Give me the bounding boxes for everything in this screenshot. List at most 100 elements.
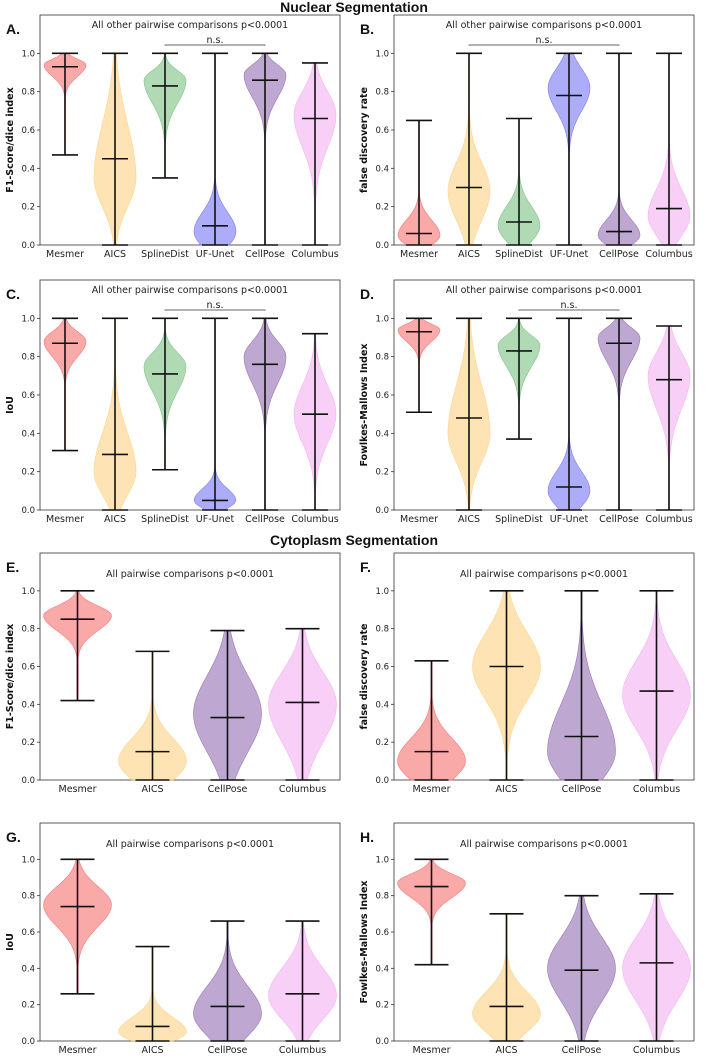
violin-Mesmer	[43, 52, 87, 156]
y-tick-label: 1.0	[375, 587, 389, 597]
y-axis-label: IoU	[5, 933, 16, 951]
y-tick-label: 0.6	[21, 391, 35, 401]
violin-CellPose	[597, 317, 641, 511]
annotation: All other pairwise comparisons p<0.0001	[92, 20, 288, 31]
panel-E: E. 0.0 0.2 0.4 0.6 0.8 1.0 F1-Score/dice index A…	[5, 552, 341, 795]
x-tick-label: Columbus	[645, 249, 692, 260]
violin-Mesmer	[397, 317, 441, 414]
panel-label: C.	[6, 286, 20, 302]
y-axis-label: Fowlkes-Mallows Index	[359, 343, 370, 466]
violin-CellPose	[243, 317, 287, 511]
violin-CellPose	[193, 920, 262, 1042]
panel-C: C. 0.0 0.2 0.4 0.6 0.8 1.0 IoU All other pairwis…	[5, 279, 341, 525]
y-tick-label: 0.0	[375, 776, 389, 786]
x-tick-label: Mesmer	[46, 514, 84, 525]
y-axis-label: F1-Score/dice index	[5, 87, 16, 192]
x-tick-label: Columbus	[633, 784, 680, 795]
panel-G: G. 0.0 0.2 0.4 0.6 0.8 1.0 IoU All pairwise comp…	[5, 822, 341, 1056]
violin-SplineDist	[497, 317, 541, 440]
y-tick-label: 0.6	[375, 391, 389, 401]
violin-CellPose	[243, 52, 287, 246]
ns-bracket	[164, 44, 266, 46]
y-tick-label: 0.4	[375, 700, 389, 710]
panel-label: B.	[360, 21, 374, 37]
x-tick-label: UF-Unet	[550, 249, 589, 260]
violin-Columbus	[293, 62, 337, 246]
x-tick-label: AICS	[496, 1045, 518, 1056]
x-tick-label: AICS	[458, 514, 480, 525]
y-tick-label: 0.2	[21, 738, 35, 748]
y-tick-label: 0.2	[21, 468, 35, 478]
y-tick-label: 0.2	[21, 1001, 35, 1011]
y-tick-label: 1.0	[21, 49, 35, 59]
y-tick-label: 0.8	[375, 353, 389, 363]
violin-AICS	[93, 52, 137, 246]
annotation: All pairwise comparisons p<0.0001	[460, 839, 628, 850]
x-tick-label: Columbus	[279, 1045, 326, 1056]
x-tick-label: Mesmer	[413, 784, 451, 795]
y-tick-label: 0.6	[375, 928, 389, 938]
y-tick-label: 0.8	[375, 625, 389, 635]
violin-CellPose	[547, 894, 616, 1042]
y-tick-label: 0.2	[375, 468, 389, 478]
violin-Mesmer	[43, 590, 112, 702]
violin-CellPose	[597, 52, 641, 246]
violin-Columbus	[268, 627, 337, 781]
y-tick-label: 0.0	[21, 1037, 35, 1047]
x-tick-label: AICS	[142, 784, 164, 795]
x-tick-label: CellPose	[208, 1045, 248, 1056]
x-tick-label: AICS	[496, 784, 518, 795]
y-tick-label: 0.0	[21, 506, 35, 516]
y-tick-label: 0.8	[375, 88, 389, 98]
y-tick-label: 0.2	[375, 1001, 389, 1011]
violin-Columbus	[647, 52, 691, 246]
x-tick-label: Columbus	[291, 249, 338, 260]
x-tick-label: Columbus	[279, 784, 326, 795]
panel-label: F.	[360, 559, 371, 575]
axes-frame	[393, 279, 695, 511]
x-tick-label: AICS	[104, 249, 126, 260]
violin-SplineDist	[143, 317, 187, 471]
annotation: All other pairwise comparisons p<0.0001	[92, 285, 288, 296]
y-tick-label: 0.0	[375, 241, 389, 251]
y-tick-label: 1.0	[21, 855, 35, 865]
y-tick-label: 0.0	[375, 506, 389, 516]
violin-Mesmer	[397, 858, 466, 966]
y-tick-label: 1.0	[21, 314, 35, 324]
x-tick-label: UF-Unet	[196, 249, 235, 260]
y-tick-label: 0.0	[21, 776, 35, 786]
y-tick-label: 0.8	[21, 88, 35, 98]
ns-label: n.s.	[206, 35, 223, 46]
y-axis-label: Fowlkes-Mallows Index	[359, 880, 370, 1003]
y-tick-label: 0.6	[375, 126, 389, 136]
violin-CellPose	[547, 590, 616, 781]
violin-AICS	[93, 317, 137, 511]
ns-label: n.s.	[560, 300, 577, 311]
x-tick-label: AICS	[104, 514, 126, 525]
y-tick-label: 0.6	[21, 663, 35, 673]
y-tick-label: 0.4	[375, 164, 389, 174]
x-tick-label: Mesmer	[413, 1045, 451, 1056]
annotation: All other pairwise comparisons p<0.0001	[446, 20, 642, 31]
panel-label: E.	[6, 559, 19, 575]
y-tick-label: 0.8	[21, 892, 35, 902]
annotation: All pairwise comparisons p<0.0001	[106, 839, 274, 850]
annotation: All other pairwise comparisons p<0.0001	[446, 285, 642, 296]
ns-label: n.s.	[206, 300, 223, 311]
panel-label: A.	[6, 21, 20, 37]
x-tick-label: CellPose	[245, 514, 285, 525]
x-tick-label: Mesmer	[59, 1045, 97, 1056]
violin-Columbus	[268, 920, 337, 1042]
violin-SplineDist	[497, 117, 541, 246]
y-axis-label: IoU	[5, 396, 16, 414]
violin-UF-Unet	[193, 317, 237, 511]
x-tick-label: AICS	[142, 1045, 164, 1056]
x-tick-label: Columbus	[291, 514, 338, 525]
violin-AICS	[118, 650, 187, 781]
panel-label: G.	[6, 829, 21, 845]
violin-Columbus	[622, 893, 691, 1042]
y-tick-label: 0.2	[21, 203, 35, 213]
x-tick-label: UF-Unet	[550, 514, 589, 525]
y-axis-label: F1-Score/dice index	[5, 624, 16, 729]
